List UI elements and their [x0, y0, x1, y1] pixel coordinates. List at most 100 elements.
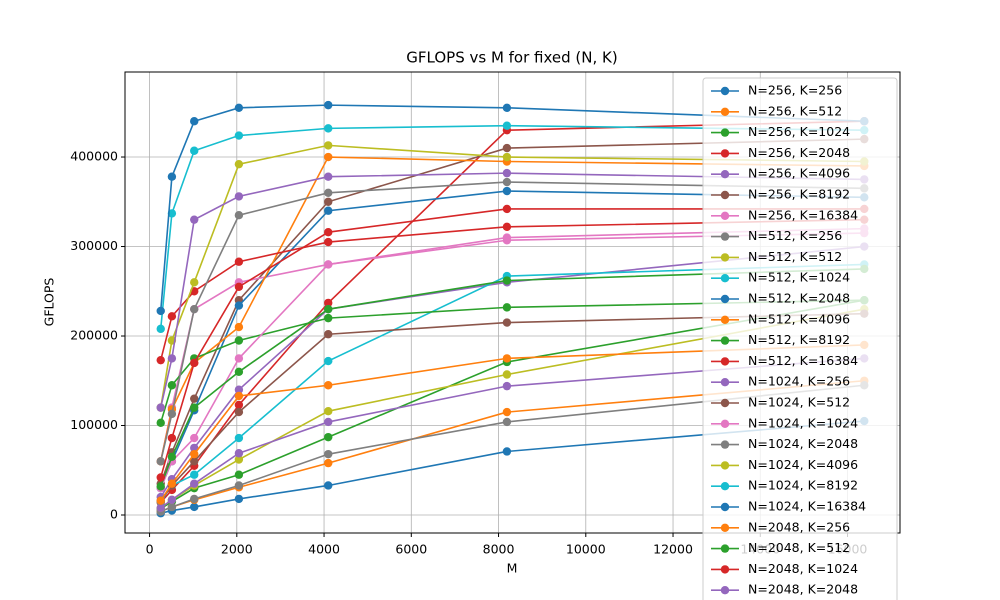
- data-point: [167, 354, 177, 363]
- legend-marker: [720, 86, 730, 96]
- data-point: [167, 381, 177, 390]
- legend-label: N=512, K=8192: [748, 332, 850, 347]
- data-point: [190, 457, 199, 466]
- y-tick-label: 100000: [70, 417, 118, 432]
- legend-marker: [720, 149, 730, 158]
- data-point: [324, 298, 333, 308]
- data-point: [234, 301, 244, 310]
- y-tick-label: 0: [110, 507, 118, 522]
- data-point: [190, 449, 199, 459]
- legend-label: N=1024, K=256: [748, 374, 850, 389]
- legend-marker: [720, 107, 730, 117]
- data-point: [324, 356, 333, 366]
- legend-label: N=512, K=4096: [748, 311, 850, 326]
- data-point: [190, 443, 199, 453]
- data-point: [502, 381, 512, 391]
- data-point: [324, 197, 333, 206]
- data-point: [324, 481, 333, 490]
- data-point: [190, 215, 199, 224]
- legend-label: N=256, K=2048: [748, 145, 850, 160]
- x-tick-label: 2000: [221, 542, 253, 557]
- data-point: [190, 470, 199, 479]
- legend-marker: [720, 294, 730, 304]
- data-point: [502, 354, 512, 363]
- y-tick-label: 400000: [70, 149, 118, 164]
- data-point: [156, 457, 165, 466]
- data-point: [502, 177, 512, 187]
- data-point: [502, 318, 512, 327]
- legend-marker: [720, 482, 730, 491]
- legend-marker: [720, 357, 730, 366]
- data-point: [234, 494, 244, 504]
- data-point: [167, 433, 177, 443]
- data-point: [190, 358, 199, 368]
- data-point: [156, 482, 165, 491]
- legend-label: N=256, K=1024: [748, 124, 850, 139]
- data-point: [190, 394, 199, 403]
- data-point: [324, 417, 333, 427]
- legend-label: N=256, K=4096: [748, 166, 850, 181]
- legend-marker: [720, 274, 730, 283]
- data-point: [234, 103, 244, 112]
- legend-label: N=1024, K=8192: [748, 478, 858, 493]
- y-tick-label: 200000: [70, 328, 118, 343]
- data-point: [234, 131, 244, 140]
- data-point: [156, 324, 165, 334]
- legend-label: N=1024, K=512: [748, 395, 850, 410]
- legend-marker: [720, 565, 730, 574]
- chart-title: GFLOPS vs M for fixed (N, K): [406, 49, 617, 67]
- data-point: [167, 452, 177, 462]
- data-point: [324, 172, 333, 181]
- legend-label: N=512, K=1024: [748, 270, 850, 285]
- data-point: [324, 381, 333, 390]
- legend-label: N=2048, K=512: [748, 540, 850, 555]
- data-point: [502, 168, 512, 178]
- data-point: [234, 210, 244, 220]
- data-point: [167, 502, 177, 512]
- legend-marker: [720, 523, 730, 532]
- legend-marker: [720, 440, 730, 449]
- data-point: [234, 367, 244, 377]
- data-point: [167, 495, 177, 504]
- data-point: [234, 433, 244, 443]
- data-point: [324, 206, 333, 215]
- legend-label: N=1024, K=2048: [748, 436, 858, 451]
- data-point: [324, 260, 333, 269]
- legend-label: N=256, K=256: [748, 83, 842, 98]
- legend-label: N=1024, K=1024: [748, 415, 858, 430]
- data-point: [190, 278, 199, 287]
- data-point: [502, 236, 512, 245]
- legend-marker: [720, 398, 730, 408]
- data-point: [324, 449, 333, 459]
- data-point: [234, 159, 244, 169]
- data-point: [234, 481, 244, 490]
- data-point: [156, 418, 165, 428]
- data-point: [502, 152, 512, 162]
- data-point: [190, 146, 199, 155]
- data-point: [324, 330, 333, 339]
- data-point: [156, 496, 165, 505]
- data-point: [234, 400, 244, 410]
- legend-marker: [720, 232, 730, 241]
- data-point: [324, 227, 333, 237]
- data-point: [502, 186, 512, 196]
- legend-marker: [720, 315, 730, 324]
- data-point: [190, 117, 199, 126]
- data-point: [234, 449, 244, 458]
- data-point: [324, 237, 333, 247]
- legend-label: N=512, K=256: [748, 228, 842, 243]
- data-point: [156, 355, 165, 365]
- legend-frame: [702, 77, 898, 600]
- data-point: [156, 473, 165, 482]
- data-point: [234, 257, 244, 266]
- data-point: [324, 406, 333, 416]
- legend-marker: [720, 378, 730, 387]
- legend-marker: [720, 170, 730, 179]
- data-point: [502, 447, 512, 456]
- data-point: [167, 409, 177, 419]
- data-point: [234, 322, 244, 332]
- data-point: [167, 312, 177, 321]
- data-point: [324, 100, 333, 110]
- data-point: [502, 303, 512, 312]
